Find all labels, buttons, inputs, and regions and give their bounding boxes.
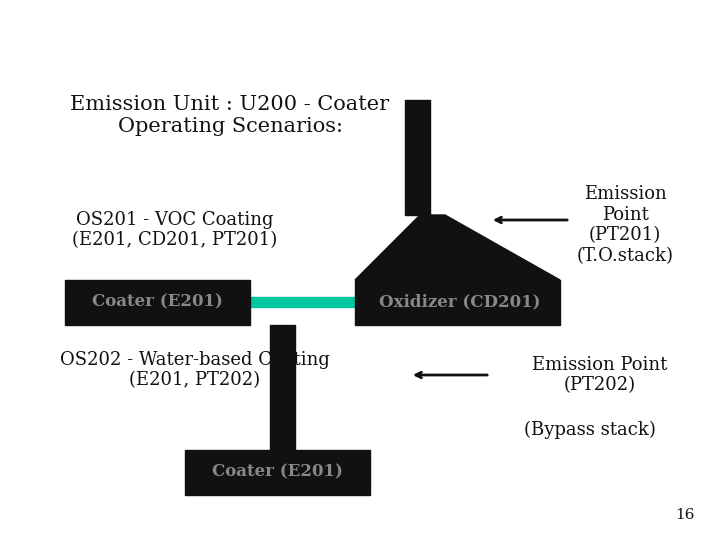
Text: Oxidizer (CD201): Oxidizer (CD201) <box>379 294 541 310</box>
Text: Emission Point
(PT202): Emission Point (PT202) <box>532 356 667 394</box>
Text: Coater (E201): Coater (E201) <box>91 294 222 310</box>
Bar <box>185 450 370 495</box>
Text: (Bypass stack): (Bypass stack) <box>524 421 656 439</box>
Polygon shape <box>355 215 560 280</box>
Bar <box>65 280 250 325</box>
Text: Coater (E201): Coater (E201) <box>212 463 343 481</box>
Text: OS201 - VOC Coating
(E201, CD201, PT201): OS201 - VOC Coating (E201, CD201, PT201) <box>73 211 278 249</box>
Bar <box>355 280 560 325</box>
Text: 16: 16 <box>675 508 695 522</box>
Text: Emission Unit : U200 - Coater
Operating Scenarios:: Emission Unit : U200 - Coater Operating … <box>71 95 390 136</box>
Text: Emission
Point
(PT201)
(T.O.stack): Emission Point (PT201) (T.O.stack) <box>577 185 673 265</box>
Text: OS202 - Water-based Coating
(E201, PT202): OS202 - Water-based Coating (E201, PT202… <box>60 350 330 389</box>
